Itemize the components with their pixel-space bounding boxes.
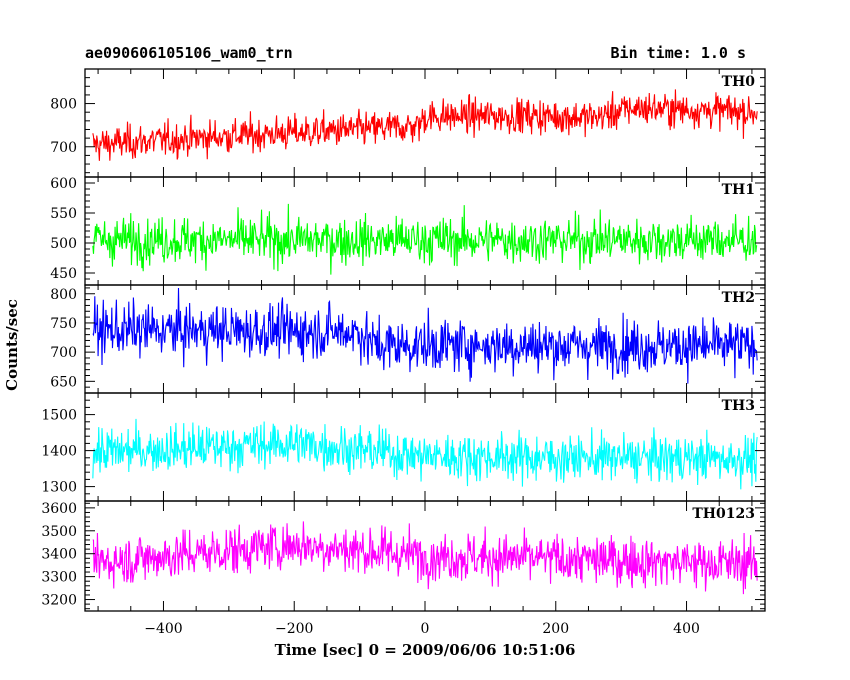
panel-frame xyxy=(84,500,766,612)
x-tick-label: 0 xyxy=(421,621,430,637)
y-tick-label: 1500 xyxy=(41,408,77,424)
x-tick-label: −400 xyxy=(144,621,182,637)
series-line-th0123 xyxy=(92,521,758,595)
y-tick-label: 3600 xyxy=(41,501,77,517)
series-line-th3 xyxy=(92,418,758,490)
y-tick-label: 650 xyxy=(50,374,77,390)
panel-th0123: 3200 3300 3400 3500 3600 TH0123 xyxy=(41,500,766,612)
y-tick-label: 800 xyxy=(50,97,77,113)
chart-title: ae090606105106_wam0_trn xyxy=(85,44,293,62)
y-tick-label: 3400 xyxy=(41,547,77,563)
bin-time-label: Bin time: 1.0 s xyxy=(610,44,746,62)
panel-label-th3: TH3 xyxy=(722,398,755,414)
panel-th1: 450 500 550 600 TH1 xyxy=(50,176,766,286)
panel-th0: 700 800 TH0 xyxy=(50,68,766,178)
y-tick-label: 700 xyxy=(50,345,77,361)
panel-label-th0: TH0 xyxy=(722,74,756,90)
y-tick-label: 550 xyxy=(50,206,77,222)
panel-label-th0123: TH0123 xyxy=(692,506,755,522)
x-axis-label: Time [sec] 0 = 2009/06/06 10:51:06 xyxy=(275,641,576,659)
panel-th2: 650 700 750 800 TH2 xyxy=(50,284,766,394)
y-tick-label: 3500 xyxy=(41,524,77,540)
series-line-th1 xyxy=(92,203,758,275)
y-tick-label: 3300 xyxy=(41,570,77,586)
y-tick-label: 450 xyxy=(50,266,77,282)
x-tick-label: −200 xyxy=(275,621,313,637)
y-axis-label: Counts/sec xyxy=(3,299,21,391)
y-tick-label: 700 xyxy=(50,140,77,156)
y-tick-label: 1400 xyxy=(41,444,77,460)
x-tick-label: 200 xyxy=(542,621,569,637)
y-tick-label: 1300 xyxy=(41,480,77,496)
y-tick-label: 600 xyxy=(50,176,77,192)
panel-label-th2: TH2 xyxy=(722,290,755,306)
x-tick-label: 400 xyxy=(673,621,700,637)
panel-label-th1: TH1 xyxy=(722,182,755,198)
y-tick-label: 750 xyxy=(50,316,77,332)
panel-th3: 1300 1400 1500 TH3 xyxy=(41,392,766,502)
y-tick-label: 800 xyxy=(50,287,77,303)
series-line-th2 xyxy=(92,288,758,384)
series-line-th0 xyxy=(92,89,758,161)
y-tick-label: 500 xyxy=(50,236,77,252)
y-tick-label: 3200 xyxy=(41,593,77,609)
